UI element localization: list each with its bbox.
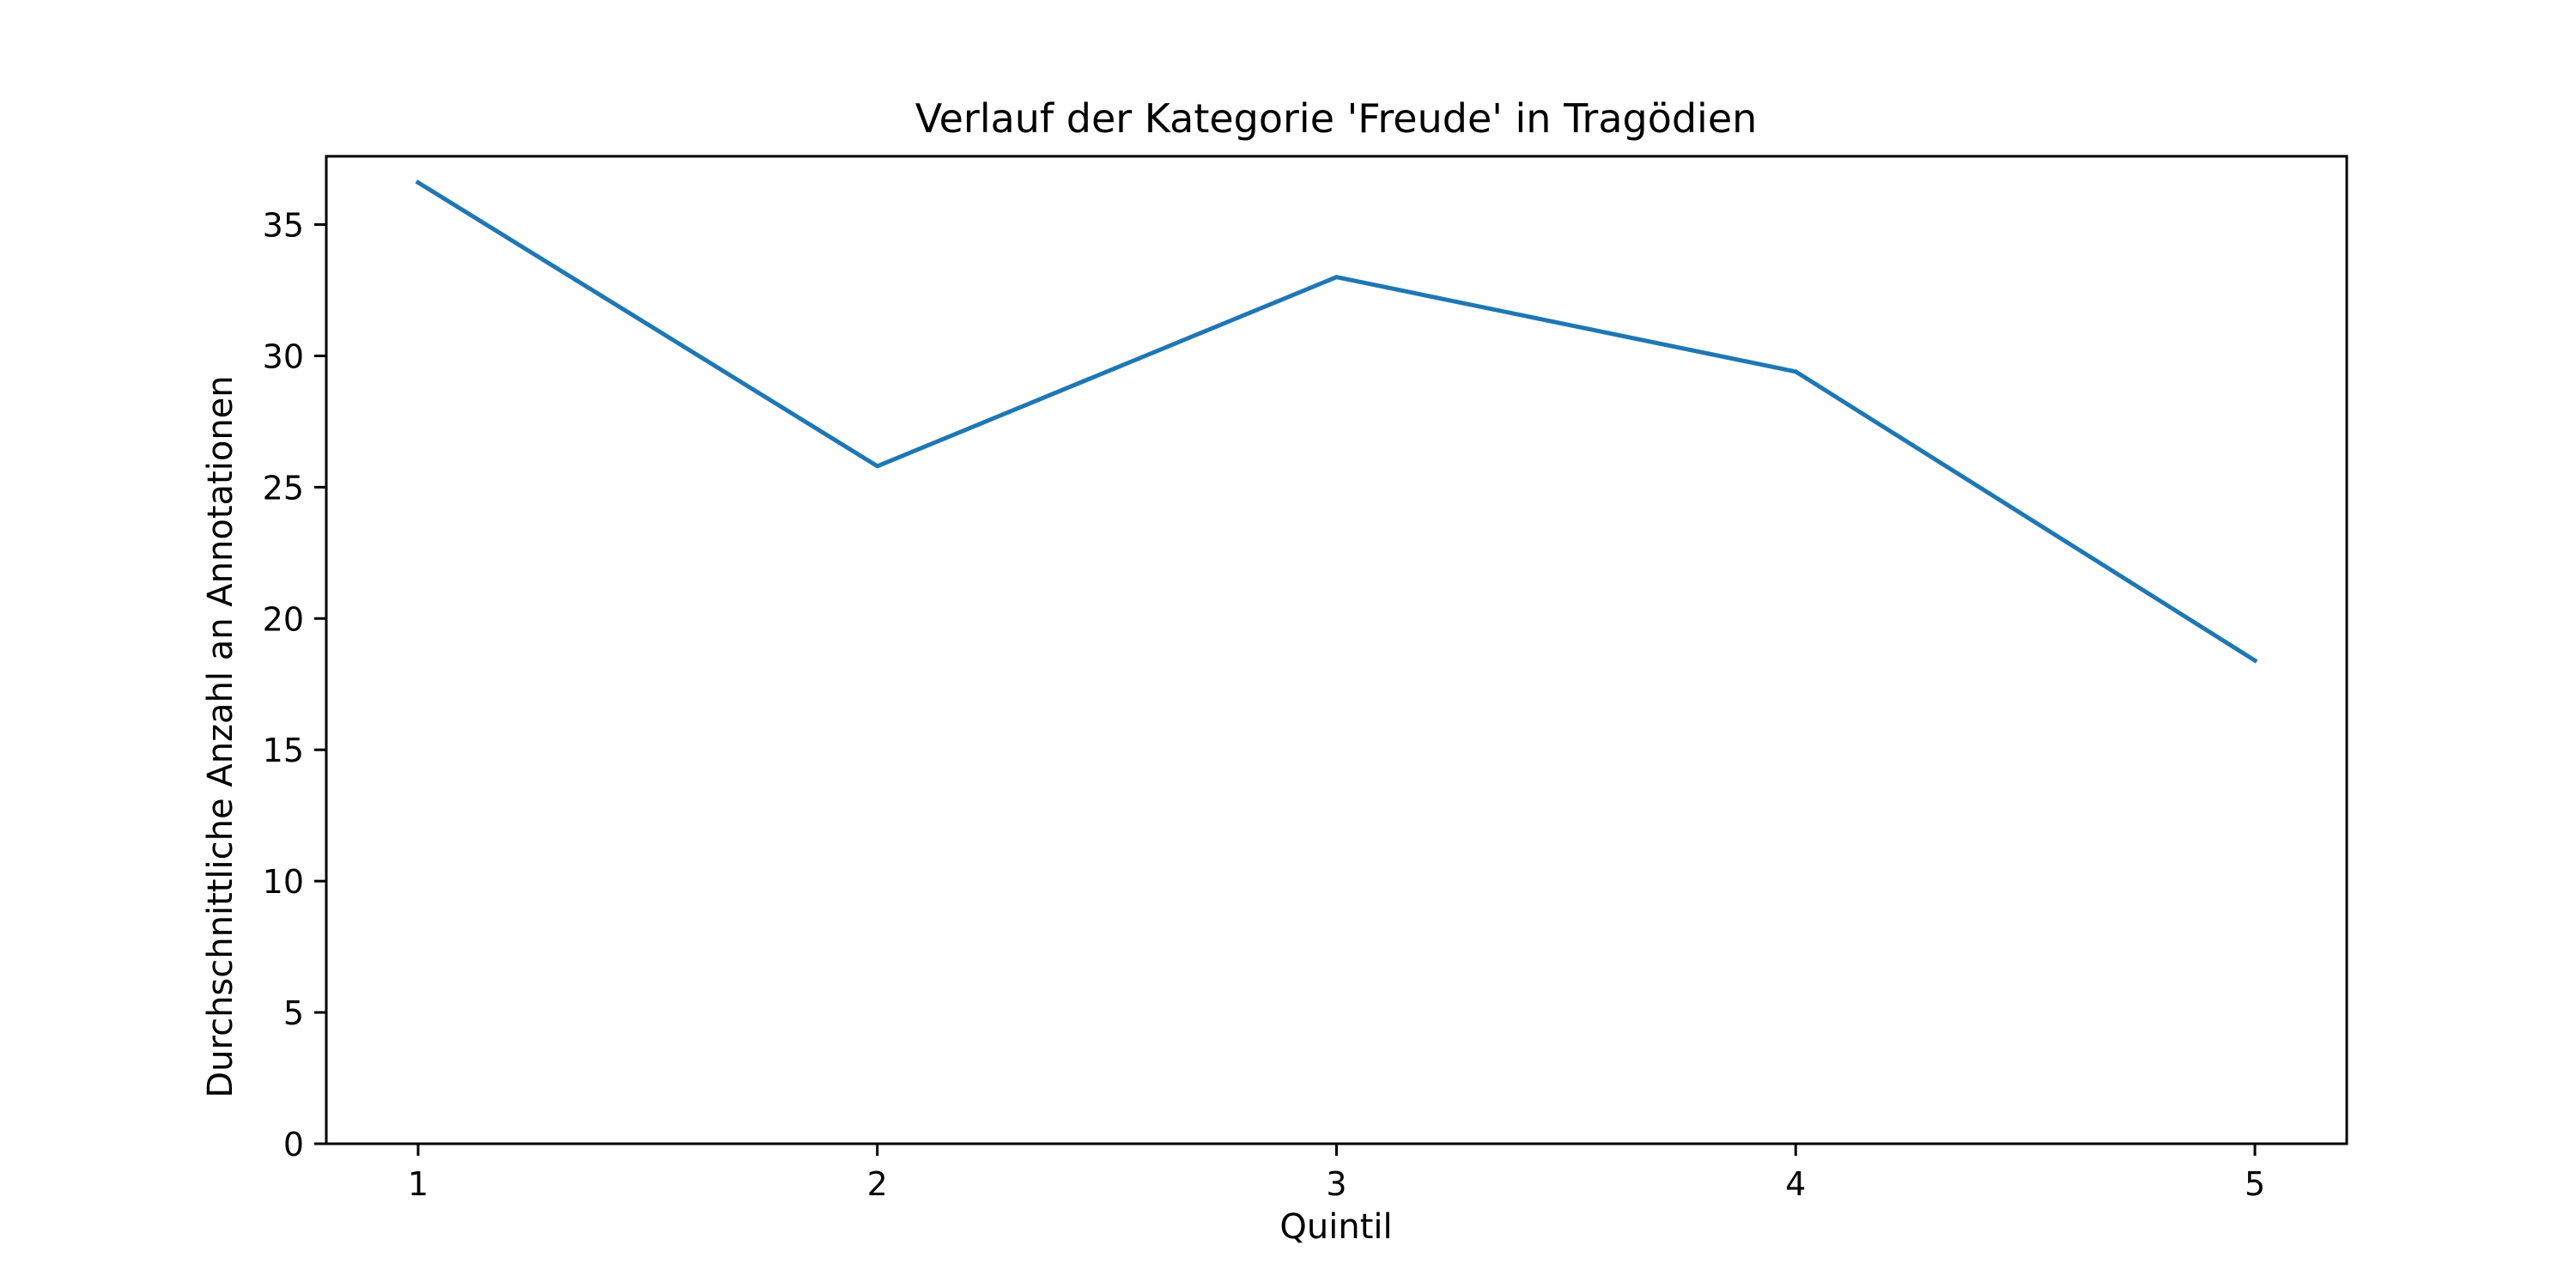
chart-title: Verlauf der Kategorie 'Freude' in Tragöd… xyxy=(915,95,1758,142)
y-tick-label: 15 xyxy=(263,732,304,769)
data-point xyxy=(2252,658,2257,663)
x-tick-label: 5 xyxy=(2245,1165,2265,1203)
x-tick-label: 4 xyxy=(1785,1165,1806,1203)
x-tick-label: 3 xyxy=(1326,1165,1346,1203)
x-axis-label: Quintil xyxy=(1279,1207,1392,1247)
x-tick-label: 1 xyxy=(408,1165,428,1203)
data-point xyxy=(1334,275,1339,280)
y-tick-label: 5 xyxy=(283,994,304,1032)
y-tick-label: 20 xyxy=(263,600,304,638)
y-tick-label: 35 xyxy=(263,207,304,245)
series-layer xyxy=(415,179,2258,664)
y-tick-label: 10 xyxy=(263,863,304,901)
x-axis-ticks: 1 2 3 4 5 xyxy=(408,1144,2265,1203)
data-point xyxy=(1793,369,1798,374)
y-axis-ticks: 0 5 10 15 20 25 30 35 xyxy=(263,207,326,1163)
y-axis-label: Durchschnittliche Anzahl an Annotationen xyxy=(201,375,240,1097)
y-tick-label: 0 xyxy=(283,1126,304,1163)
data-point xyxy=(875,464,880,469)
x-tick-label: 2 xyxy=(867,1165,888,1203)
plot-area-frame xyxy=(325,155,2348,1145)
y-tick-label: 25 xyxy=(263,469,304,507)
y-tick-label: 30 xyxy=(263,337,304,375)
data-point xyxy=(416,180,421,185)
